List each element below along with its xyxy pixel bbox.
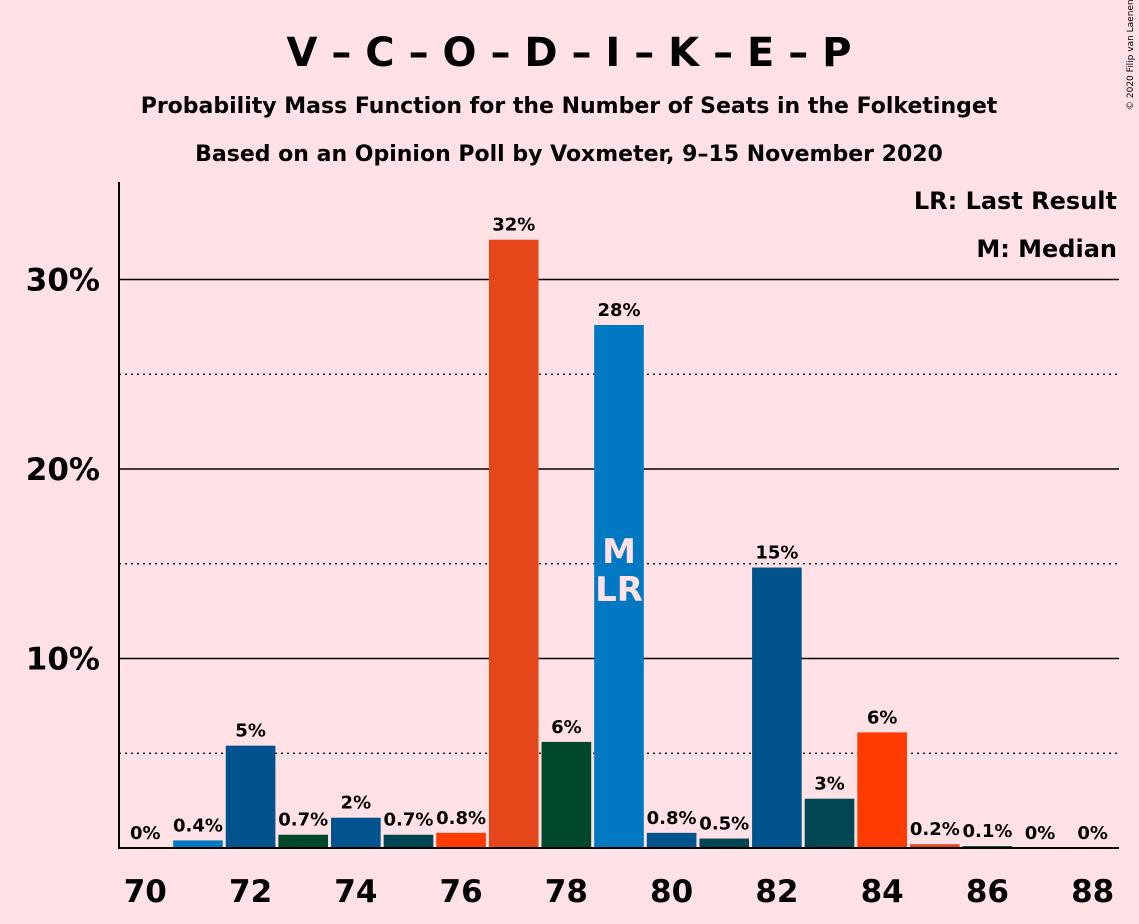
copyright-note: © 2020 Filip van Laenen xyxy=(1126,0,1136,110)
x-tick-label: 76 xyxy=(440,874,483,910)
median-last-result-markers: MLR xyxy=(595,532,643,610)
x-tick-label: 84 xyxy=(861,874,904,910)
last-result-marker: LR xyxy=(595,570,643,610)
y-tick-label: 20% xyxy=(26,452,100,488)
bar-seat-84 xyxy=(857,732,907,848)
bar-seat-73 xyxy=(278,834,329,848)
bar-seat-77 xyxy=(488,239,539,848)
x-tick-label: 80 xyxy=(650,874,693,910)
x-tick-label: 82 xyxy=(755,874,798,910)
x-tick-label: 88 xyxy=(1071,874,1114,910)
data-label-seat-73: 0.7% xyxy=(278,810,328,831)
data-label-seat-74: 2% xyxy=(341,793,372,814)
bar-seat-83 xyxy=(804,798,855,848)
data-label-seat-87: 0% xyxy=(1025,823,1056,844)
data-label-seat-85: 0.2% xyxy=(910,819,960,840)
data-label-seat-76: 0.8% xyxy=(436,808,486,829)
data-label-seat-78: 6% xyxy=(551,717,582,738)
chart-source-line: Based on an Opinion Poll by Voxmeter, 9–… xyxy=(195,142,943,167)
bar-seat-80 xyxy=(646,832,697,848)
data-label-seat-71: 0.4% xyxy=(173,815,223,836)
x-tick-label: 70 xyxy=(124,874,167,910)
bar-seat-75 xyxy=(383,834,434,848)
bar-seat-76 xyxy=(436,832,486,848)
bar-seat-85 xyxy=(909,844,960,848)
x-tick-label: 74 xyxy=(334,874,377,910)
bar-seat-74 xyxy=(331,817,381,848)
median-marker: M xyxy=(602,532,636,572)
x-tick-label: 86 xyxy=(966,874,1009,910)
bar-seat-79 xyxy=(594,324,644,849)
y-tick-labels: 10% 20% 30% xyxy=(26,263,100,678)
legend-median: M: Median xyxy=(976,235,1117,263)
data-label-seat-88: 0% xyxy=(1077,823,1108,844)
bar-seat-72 xyxy=(225,745,276,848)
data-label-seat-80: 0.8% xyxy=(647,808,697,829)
x-tick-label: 72 xyxy=(229,874,272,910)
data-label-seat-86: 0.1% xyxy=(962,821,1012,842)
bar-seat-71 xyxy=(173,840,223,848)
data-label-seat-84: 6% xyxy=(867,707,898,728)
legend-last-result: LR: Last Result xyxy=(914,187,1117,215)
data-label-seat-83: 3% xyxy=(814,774,845,795)
data-label-seat-75: 0.7% xyxy=(384,810,434,831)
data-label-seat-70: 0% xyxy=(130,823,161,844)
data-labels: 0% 0.4%5%0.7%2%0.7% 0.8%32%6%28%0.8% 0.5%15… xyxy=(130,215,1108,844)
y-tick-label: 30% xyxy=(26,263,100,299)
x-tick-labels: 70 72 74 76 78 80 82 84 86 88 xyxy=(124,874,1115,910)
data-label-seat-81: 0.5% xyxy=(699,814,749,835)
bar-series xyxy=(173,239,1013,849)
bar-seat-82 xyxy=(752,567,802,848)
y-tick-label: 10% xyxy=(26,642,100,678)
data-label-seat-82: 15% xyxy=(755,543,798,564)
data-label-seat-79: 28% xyxy=(597,300,640,321)
data-label-seat-72: 5% xyxy=(235,721,266,742)
chart-title: V – C – O – D – I – K – E – P xyxy=(287,30,852,76)
bar-seat-81 xyxy=(699,838,750,848)
bar-seat-78 xyxy=(541,741,592,848)
x-tick-label: 78 xyxy=(545,874,588,910)
chart-subtitle: Probability Mass Function for the Number… xyxy=(141,94,998,119)
data-label-seat-77: 32% xyxy=(492,215,535,236)
